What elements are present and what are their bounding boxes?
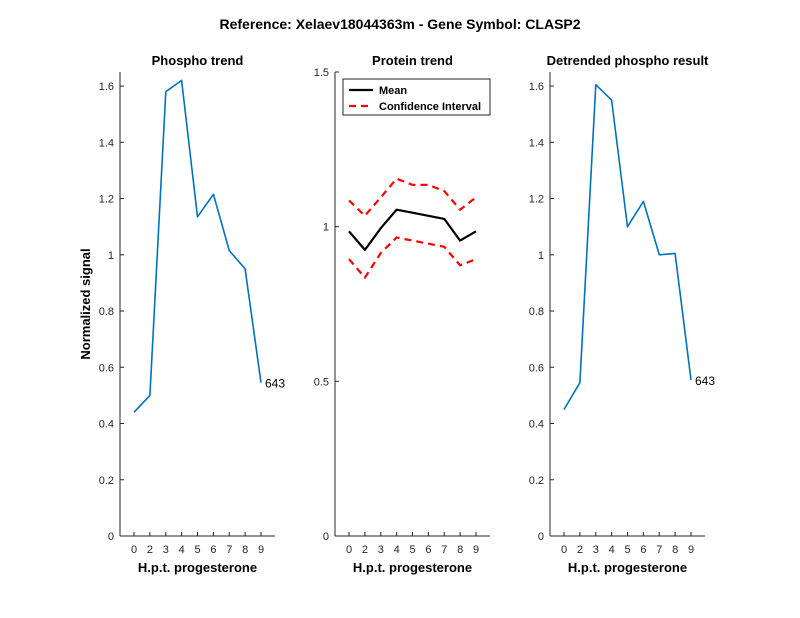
x-tick-label: 8 (242, 544, 248, 556)
x-tick-label: 9 (258, 544, 264, 556)
x-tick-label: 3 (593, 544, 599, 556)
y-tick-label: 0.4 (99, 419, 114, 431)
x-tick-label: 5 (194, 544, 200, 556)
x-tick-label: 2 (147, 544, 153, 556)
figure-title: Reference: Xelaev18044363m - Gene Symbol… (219, 16, 580, 32)
x-tick-label: 3 (163, 544, 169, 556)
x-tick-label: 0 (346, 544, 352, 556)
y-tick-label: 0.2 (529, 475, 544, 487)
x-tick-label: 5 (624, 544, 630, 556)
y-tick-label: 1.5 (314, 67, 329, 79)
x-tick-label: 7 (441, 544, 447, 556)
y-tick-label: 0.2 (99, 475, 114, 487)
y-tick-label: 1.6 (99, 81, 114, 93)
y-tick-label: 0.8 (529, 306, 544, 318)
y-tick-label: 0 (538, 531, 544, 543)
point-annotation: 643 (265, 377, 285, 391)
x-axis-label: H.p.t. progesterone (138, 560, 257, 575)
x-tick-label: 6 (640, 544, 646, 556)
y-tick-label: 1.4 (529, 137, 544, 149)
y-tick-label: 0.5 (314, 376, 329, 388)
x-tick-label: 4 (394, 544, 400, 556)
x-tick-label: 0 (131, 544, 137, 556)
x-tick-label: 4 (179, 544, 185, 556)
x-tick-label: 7 (656, 544, 662, 556)
y-tick-label: 1 (108, 250, 114, 262)
legend-ci-label: Confidence Interval (379, 101, 481, 113)
x-tick-label: 9 (688, 544, 694, 556)
subplot-title: Detrended phospho result (547, 53, 709, 68)
subplot-title: Protein trend (372, 53, 453, 68)
x-axis-label: H.p.t. progesterone (568, 560, 687, 575)
y-tick-label: 1 (538, 250, 544, 262)
x-tick-label: 0 (561, 544, 567, 556)
x-tick-label: 5 (409, 544, 415, 556)
x-tick-label: 6 (425, 544, 431, 556)
x-axis-label: H.p.t. progesterone (353, 560, 472, 575)
y-tick-label: 1.6 (529, 81, 544, 93)
y-tick-label: 1 (323, 222, 329, 234)
y-tick-label: 0.4 (529, 419, 544, 431)
subplot-title: Phospho trend (152, 53, 244, 68)
x-tick-label: 3 (378, 544, 384, 556)
detrended-phospho-panel: 00.20.40.60.811.21.41.60 2 3 4 5 6 7 8 9Detrende… (529, 53, 716, 575)
legend-box (342, 78, 491, 116)
series-line (133, 79, 262, 413)
y-tick-label: 0.6 (99, 362, 114, 374)
series-line (563, 83, 692, 410)
y-tick-label: 0 (323, 531, 329, 543)
y-tick-label: 1.2 (99, 194, 114, 206)
y-tick-label: 0.6 (529, 362, 544, 374)
legend-mean-label: Mean (379, 85, 407, 97)
x-tick-label: 8 (672, 544, 678, 556)
y-tick-label: 1.4 (99, 137, 114, 149)
y-tick-label: 0.8 (99, 306, 114, 318)
x-tick-label: 9 (473, 544, 479, 556)
x-tick-label: 2 (577, 544, 583, 556)
y-axis-label: Normalized signal (78, 248, 93, 359)
ci-upper-line (348, 177, 477, 217)
x-tick-label: 4 (609, 544, 615, 556)
point-annotation: 643 (695, 374, 715, 388)
x-tick-label: 6 (210, 544, 216, 556)
mean-line (348, 208, 477, 251)
x-tick-label: 8 (457, 544, 463, 556)
x-tick-label: 7 (226, 544, 232, 556)
y-tick-label: 1.2 (529, 194, 544, 206)
x-tick-label: 2 (362, 544, 368, 556)
ci-lower-line (348, 236, 477, 279)
y-tick-label: 0 (108, 531, 114, 543)
phospho-trend-panel: 00.20.40.60.811.21.41.60 2 3 4 5 6 7 8 9Phospho … (78, 53, 285, 575)
